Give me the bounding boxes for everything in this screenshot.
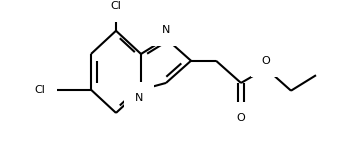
Text: Cl: Cl bbox=[110, 1, 121, 11]
Text: N: N bbox=[135, 93, 143, 103]
Text: Cl: Cl bbox=[35, 85, 45, 95]
Text: N: N bbox=[162, 25, 170, 35]
Text: O: O bbox=[237, 113, 245, 123]
Text: O: O bbox=[262, 56, 271, 66]
